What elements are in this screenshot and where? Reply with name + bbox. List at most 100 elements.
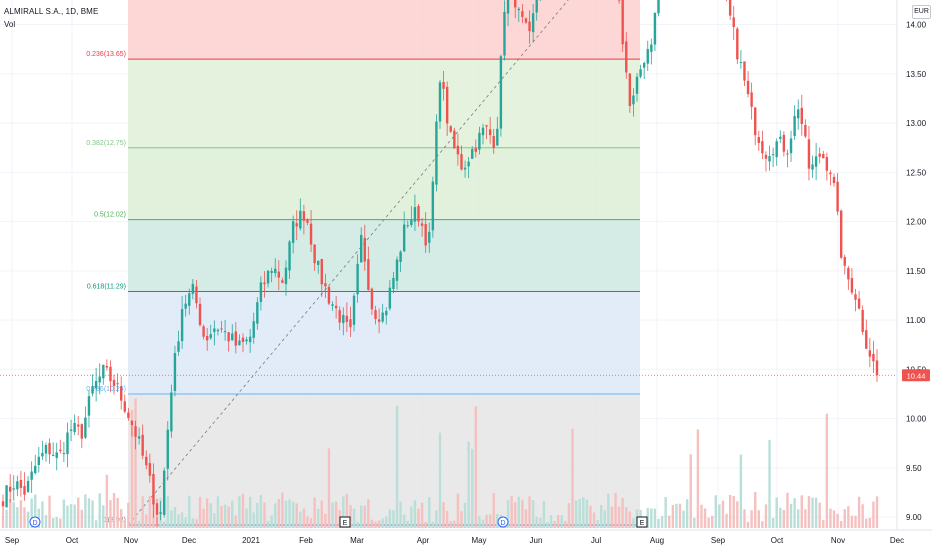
volume-bar (356, 521, 359, 528)
candle-body (334, 305, 338, 309)
volume-bar (682, 510, 685, 528)
candle-body (116, 383, 119, 385)
candle-body (854, 294, 857, 300)
volume-bar (134, 398, 137, 528)
candle-body (34, 465, 37, 474)
volume-bar (646, 508, 649, 528)
marker-shape (497, 516, 509, 528)
candle-body (399, 251, 402, 262)
candle-body (291, 221, 295, 243)
volume-bar (693, 517, 696, 528)
volume-bar (26, 511, 30, 528)
candle-body (62, 453, 66, 455)
candle-body (857, 298, 861, 309)
volume-bar (822, 520, 825, 528)
volume-bar (402, 514, 406, 528)
candle-body (367, 259, 370, 290)
candle-body (796, 109, 800, 119)
volume-bar (621, 497, 624, 528)
marker-shape (29, 516, 41, 528)
volume-bar (238, 496, 241, 528)
candle-body (120, 386, 123, 401)
time-tick-label: Nov (831, 536, 845, 545)
candle-body (743, 61, 746, 81)
volume-bar (539, 517, 542, 528)
volume-bar (481, 519, 485, 528)
volume-bar (445, 510, 449, 528)
candlesticks (0, 0, 897, 527)
volume-bar (291, 501, 295, 528)
volume-bar (496, 513, 499, 528)
volume-bar (814, 497, 818, 528)
current-price-tag (902, 369, 930, 382)
candle-body (37, 456, 41, 466)
volume-bar (352, 508, 356, 528)
volume-bar (757, 510, 760, 528)
candle-body (8, 486, 12, 492)
candle-body (628, 73, 632, 107)
volume-bar (227, 506, 230, 528)
volume-bar (711, 515, 714, 528)
candle-body (872, 353, 875, 362)
candle-body (732, 17, 735, 27)
candle-body (148, 463, 152, 476)
candle-body (807, 139, 811, 169)
volume-bar (875, 496, 879, 528)
fib-zone (128, 394, 640, 526)
candle-body (209, 334, 212, 339)
candle-body (184, 303, 187, 309)
volume-bar (259, 495, 263, 528)
candle-body (48, 443, 51, 455)
volume-bar (657, 518, 660, 528)
volume-bar (574, 500, 578, 528)
price-axis: 8.509.009.5010.0010.5011.0011.5012.0012.… (896, 0, 930, 530)
volume-bar (306, 516, 309, 528)
volume-bar (449, 521, 452, 528)
candle-body (621, 0, 624, 45)
volume-bar (256, 502, 259, 528)
candle-body (843, 257, 846, 266)
volume-bar (703, 508, 707, 528)
candle-body (166, 429, 169, 469)
volume-bar (775, 497, 778, 528)
price-tick-label: 11.00 (906, 316, 926, 325)
volume-bar (478, 515, 481, 528)
candle-body (55, 452, 58, 458)
candle-body (91, 386, 94, 394)
candle-body (528, 21, 531, 32)
candle-body (44, 444, 48, 454)
volume-bar (349, 504, 352, 528)
volume-bar (829, 508, 832, 528)
candle-body (754, 107, 757, 136)
volume-bars (1, 398, 879, 528)
volume-bar (832, 510, 836, 528)
candle-body (173, 353, 177, 391)
volume-bar (299, 511, 302, 528)
volume-bar (557, 514, 560, 528)
candle-body (98, 376, 101, 383)
volume-bar (180, 512, 184, 528)
candle-body (299, 210, 302, 229)
candle-body (345, 315, 349, 322)
candle-body (413, 207, 417, 222)
volume-bar (112, 493, 116, 528)
volume-bar (549, 515, 553, 528)
volume-bar (270, 515, 273, 528)
candle-body (861, 309, 864, 332)
currency-badge[interactable]: EUR (912, 5, 931, 19)
volume-bar (281, 492, 284, 528)
volume-bar (463, 502, 467, 528)
volume-bar (5, 509, 8, 528)
volume-bar (94, 520, 98, 528)
volume-bar (474, 406, 478, 528)
candle-body (352, 295, 356, 325)
time-tick-label: Apr (417, 536, 430, 545)
candle-body (195, 286, 198, 304)
volume-bar (34, 494, 37, 528)
candle-body (463, 167, 467, 170)
volume-bar (675, 503, 678, 528)
candle-body (829, 172, 832, 175)
candle-body (180, 309, 184, 342)
